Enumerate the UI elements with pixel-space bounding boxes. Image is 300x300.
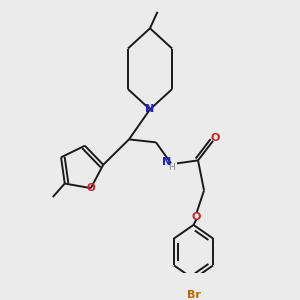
Text: O: O xyxy=(211,134,220,143)
Text: Br: Br xyxy=(187,290,200,300)
Text: N: N xyxy=(162,157,171,167)
Text: O: O xyxy=(86,183,95,193)
Text: N: N xyxy=(146,104,154,114)
Text: O: O xyxy=(192,212,201,222)
Text: H: H xyxy=(168,164,174,172)
